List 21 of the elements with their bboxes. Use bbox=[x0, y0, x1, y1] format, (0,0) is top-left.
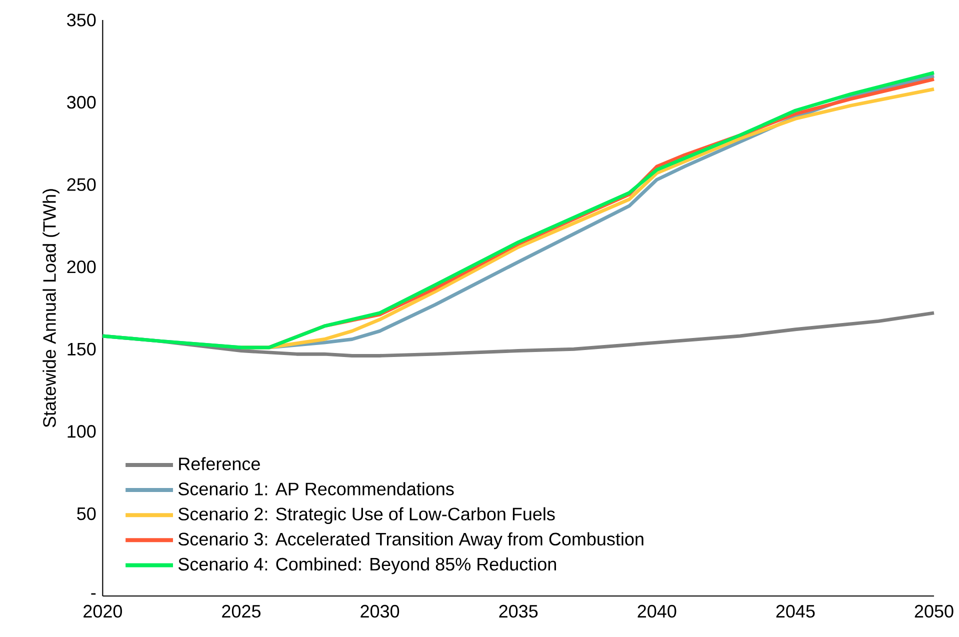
y-tick-label: 350 bbox=[67, 14, 96, 26]
x-tick-label: 2035 bbox=[499, 604, 538, 618]
y-tick-label: 200 bbox=[67, 260, 96, 274]
y-tick-label: 300 bbox=[67, 96, 96, 109]
legend-label: Scenario 2: Strategic Use of Low-Carbon Fuels bbox=[178, 507, 555, 524]
x-tick-label: 2040 bbox=[638, 604, 676, 618]
legend-label: Scenario 4: Combined: Beyond 85% Reduction bbox=[178, 557, 556, 574]
y-tick-label: 250 bbox=[67, 178, 96, 191]
x-tick-label: 2020 bbox=[84, 604, 122, 618]
legend-label: Reference bbox=[179, 457, 260, 470]
y-tick-label: 50 bbox=[77, 507, 96, 520]
x-tick-label: 2030 bbox=[360, 604, 400, 618]
x-tick-label: 2025 bbox=[222, 604, 260, 618]
legend-label: Scenario 3: Accelerated Transition Away from Combustion bbox=[178, 532, 644, 550]
y-tick-label: - bbox=[91, 593, 96, 595]
x-tick-label: 2045 bbox=[776, 604, 815, 618]
y-tick-label: 150 bbox=[68, 342, 96, 356]
x-tick-label: 2050 bbox=[914, 604, 954, 618]
y-axis-title: Statewide Annual Load (TWh) bbox=[42, 189, 60, 428]
legend-label: Scenario 1: AP Recommendations bbox=[178, 482, 454, 496]
y-tick-label: 100 bbox=[68, 425, 96, 438]
